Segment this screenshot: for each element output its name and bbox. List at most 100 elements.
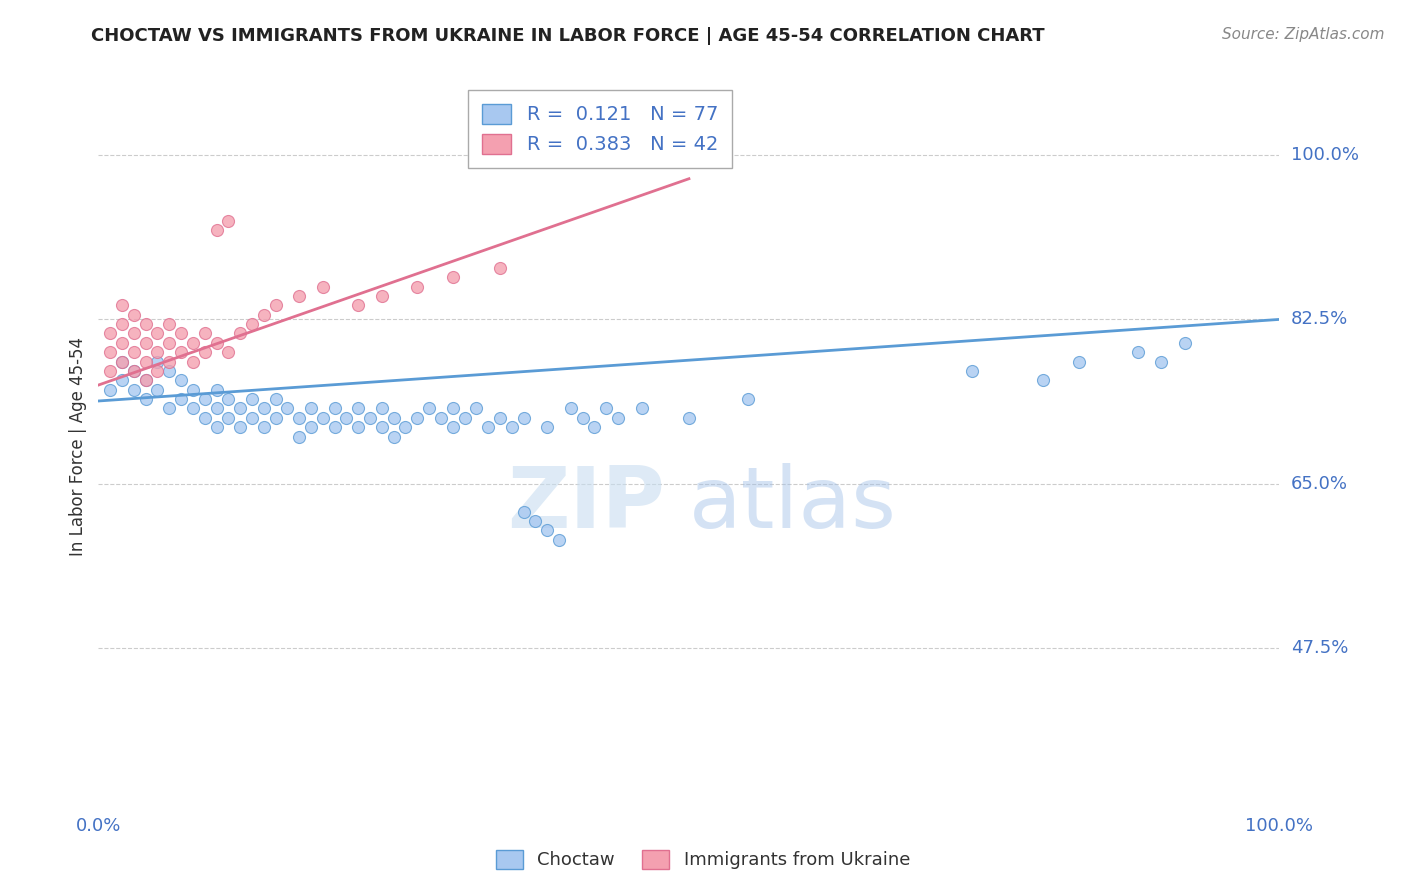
Point [111, 335, 134, 350]
Point [1032, 373, 1054, 387]
Text: 47.5%: 47.5% [1291, 639, 1348, 657]
Point [205, 383, 228, 397]
Point [135, 373, 157, 387]
Point [288, 410, 311, 425]
Point [194, 345, 217, 359]
Point [181, 354, 204, 368]
Point [264, 298, 287, 312]
Point [253, 420, 276, 434]
Text: 82.5%: 82.5% [1291, 310, 1348, 328]
Point [595, 401, 617, 416]
Point [382, 410, 405, 425]
Point [135, 317, 157, 331]
Point [465, 401, 488, 416]
Point [157, 401, 180, 416]
Point [229, 326, 252, 341]
Point [98, 364, 121, 378]
Point [98, 383, 121, 397]
Point [430, 410, 453, 425]
Point [122, 364, 145, 378]
Point [441, 270, 464, 285]
Point [111, 354, 134, 368]
Point [181, 383, 204, 397]
Point [394, 420, 416, 434]
Point [170, 326, 193, 341]
Legend: R =  0.121   N = 77, R =  0.383   N = 42: R = 0.121 N = 77, R = 0.383 N = 42 [468, 90, 731, 168]
Point [371, 401, 394, 416]
Point [146, 364, 169, 378]
Point [1067, 354, 1090, 368]
Point [240, 317, 263, 331]
Point [406, 279, 429, 293]
Point [347, 401, 370, 416]
Point [312, 410, 335, 425]
Point [157, 364, 180, 378]
Text: 100.0%: 100.0% [1291, 146, 1358, 164]
Point [98, 345, 121, 359]
Point [229, 420, 252, 434]
Point [583, 420, 606, 434]
Point [299, 401, 322, 416]
Point [630, 401, 652, 416]
Point [205, 335, 228, 350]
Point [111, 354, 134, 368]
Text: Source: ZipAtlas.com: Source: ZipAtlas.com [1222, 27, 1385, 42]
Point [217, 410, 239, 425]
Point [299, 420, 322, 434]
Point [607, 410, 630, 425]
Point [181, 401, 204, 416]
Point [205, 401, 228, 416]
Point [406, 410, 429, 425]
Point [135, 335, 157, 350]
Point [111, 317, 134, 331]
Point [170, 345, 193, 359]
Point [217, 345, 239, 359]
Point [1174, 335, 1197, 350]
Point [122, 326, 145, 341]
Point [240, 392, 263, 406]
Point [536, 420, 558, 434]
Point [678, 410, 700, 425]
Point [489, 410, 512, 425]
Point [217, 392, 239, 406]
Point [418, 401, 440, 416]
Point [194, 326, 217, 341]
Point [560, 401, 582, 416]
Legend: Choctaw, Immigrants from Ukraine: Choctaw, Immigrants from Ukraine [486, 841, 920, 879]
Point [264, 392, 287, 406]
Point [229, 401, 252, 416]
Point [501, 420, 523, 434]
Point [1126, 345, 1149, 359]
Point [157, 354, 180, 368]
Point [205, 223, 228, 237]
Point [382, 429, 405, 443]
Point [441, 401, 464, 416]
Point [477, 420, 499, 434]
Point [371, 289, 394, 303]
Point [135, 392, 157, 406]
Point [264, 410, 287, 425]
Point [371, 420, 394, 434]
Text: 65.0%: 65.0% [1291, 475, 1347, 492]
Point [122, 345, 145, 359]
Point [276, 401, 298, 416]
Point [170, 392, 193, 406]
Point [146, 383, 169, 397]
Point [512, 505, 534, 519]
Point [489, 260, 512, 275]
Text: ZIP: ZIP [508, 463, 665, 546]
Point [524, 514, 547, 528]
Point [323, 401, 346, 416]
Point [536, 524, 558, 538]
Point [359, 410, 381, 425]
Point [240, 410, 263, 425]
Point [157, 335, 180, 350]
Point [253, 308, 276, 322]
Point [217, 214, 239, 228]
Point [288, 429, 311, 443]
Point [181, 335, 204, 350]
Text: CHOCTAW VS IMMIGRANTS FROM UKRAINE IN LABOR FORCE | AGE 45-54 CORRELATION CHART: CHOCTAW VS IMMIGRANTS FROM UKRAINE IN LA… [91, 27, 1045, 45]
Point [205, 420, 228, 434]
Text: atlas: atlas [689, 463, 897, 546]
Point [347, 298, 370, 312]
